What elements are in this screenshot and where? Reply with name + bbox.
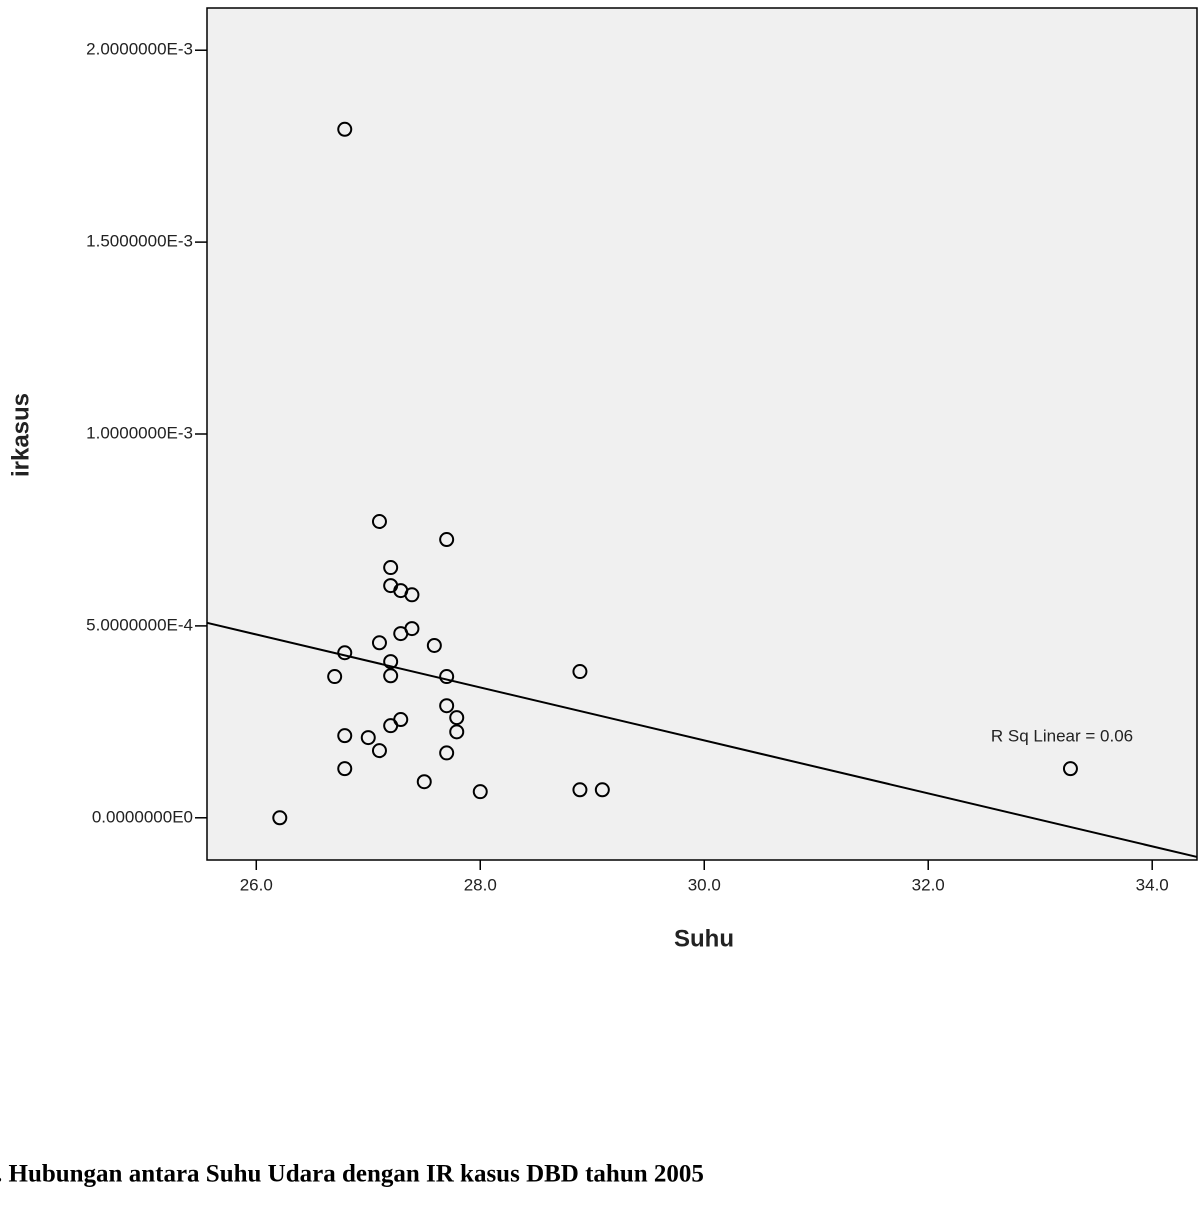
x-tick-label: 32.0 bbox=[912, 875, 945, 894]
y-tick-label: 5.0000000E-4 bbox=[86, 615, 193, 634]
x-tick-label: 28.0 bbox=[464, 875, 497, 894]
y-tick-label: 1.5000000E-3 bbox=[86, 232, 193, 251]
y-axis-title: irkasus bbox=[7, 393, 34, 477]
x-axis-title: Suhu bbox=[674, 925, 734, 952]
x-tick-label: 34.0 bbox=[1136, 875, 1169, 894]
caption: . Hubungan antara Suhu Udara dengan IR k… bbox=[0, 1161, 704, 1188]
y-tick-label: 2.0000000E-3 bbox=[86, 40, 193, 59]
y-tick-label: 1.0000000E-3 bbox=[86, 423, 193, 442]
chart: Suhu irkasus R Sq Linear = 0.06 . Hubung… bbox=[0, 0, 1204, 1205]
annotation: R Sq Linear = 0.06 bbox=[991, 726, 1133, 745]
x-tick-label: 26.0 bbox=[240, 875, 273, 894]
x-tick-label: 30.0 bbox=[688, 875, 721, 894]
y-tick-label: 0.0000000E0 bbox=[92, 807, 193, 826]
